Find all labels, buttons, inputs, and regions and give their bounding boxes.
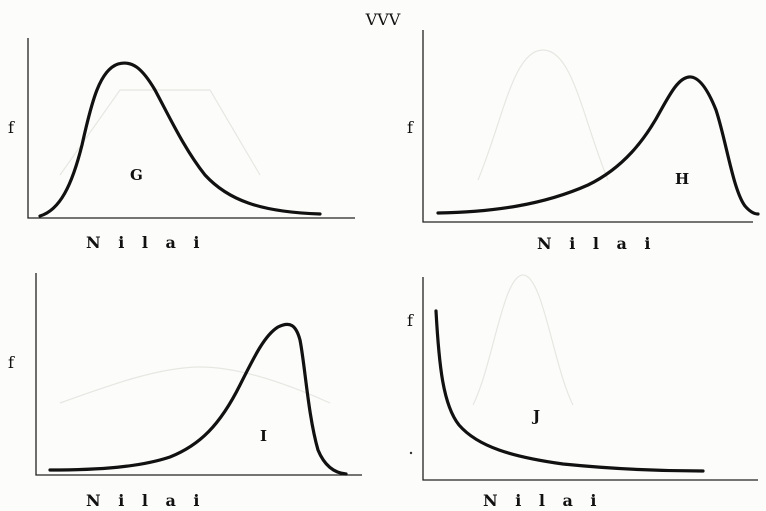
x-axis-label: N i l a i <box>537 234 657 253</box>
y-axis-label: f <box>8 353 14 372</box>
panel-h: f H N i l a i <box>383 0 766 255</box>
y-axis-label: f <box>8 118 14 137</box>
distribution-curve-i <box>48 322 348 476</box>
figure-title: VVV <box>365 10 401 29</box>
panel-i: f I N i l a i <box>0 255 383 511</box>
panel-j-plot <box>409 274 758 481</box>
x-axis-label: N i l a i <box>86 233 206 252</box>
x-axis-label: N i l a i <box>86 491 206 510</box>
panel-h-plot <box>422 30 760 223</box>
curve-label-h: H <box>675 170 690 188</box>
background-ghost-shape <box>59 366 331 404</box>
background-ghost-shape <box>472 274 574 406</box>
curve-label-g: G <box>130 166 143 184</box>
panel-j: f J N i l a i <box>383 255 766 511</box>
axis-lines <box>422 30 753 223</box>
distribution-curve-g <box>38 61 322 218</box>
stray-mark <box>409 451 413 455</box>
distribution-curve-h <box>436 75 760 216</box>
y-axis-label: f <box>407 311 413 330</box>
x-axis-label: N i l a i <box>483 491 603 510</box>
panel-i-plot <box>35 273 362 476</box>
axis-lines <box>422 277 758 481</box>
background-ghost-shape <box>477 49 609 181</box>
curve-label-j: J <box>533 407 541 425</box>
distribution-curve-j <box>434 309 705 473</box>
axis-lines <box>27 38 355 219</box>
curve-label-i: I <box>260 427 268 445</box>
panel-g: f G N i l a i <box>0 0 383 255</box>
background-ghost-shape <box>59 89 261 176</box>
panel-g-plot <box>27 38 355 219</box>
axis-lines <box>35 273 362 476</box>
y-axis-label: f <box>407 118 413 137</box>
